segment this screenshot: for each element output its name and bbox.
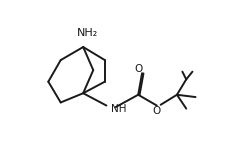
- Text: NH₂: NH₂: [76, 28, 98, 38]
- Text: O: O: [153, 106, 161, 116]
- Text: O: O: [135, 64, 143, 74]
- Text: NH: NH: [111, 104, 126, 114]
